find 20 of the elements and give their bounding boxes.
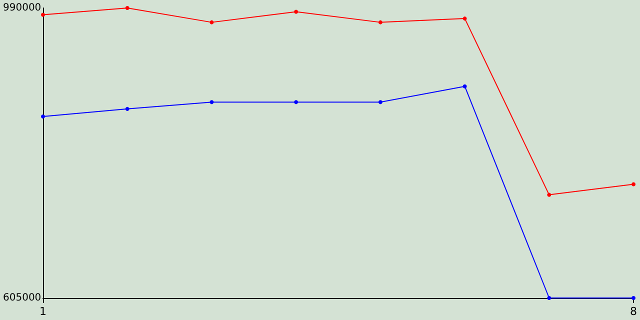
- point: [378, 100, 382, 104]
- point: [125, 106, 130, 111]
- point: [210, 100, 214, 104]
- point: [378, 20, 382, 24]
- y-tick-label: 605000: [3, 292, 42, 304]
- point: [41, 12, 45, 17]
- point: [41, 114, 45, 118]
- x-tick-label: 1: [40, 305, 46, 318]
- point: [210, 20, 214, 24]
- point: [547, 192, 552, 197]
- point: [632, 182, 636, 186]
- point: [632, 296, 636, 300]
- point: [294, 10, 298, 14]
- point: [294, 100, 298, 104]
- point: [462, 16, 467, 21]
- x-tick-label: 8: [630, 305, 637, 318]
- point: [125, 6, 130, 10]
- y-tick-label: 990000: [3, 2, 42, 14]
- point: [547, 296, 552, 300]
- point: [462, 84, 467, 88]
